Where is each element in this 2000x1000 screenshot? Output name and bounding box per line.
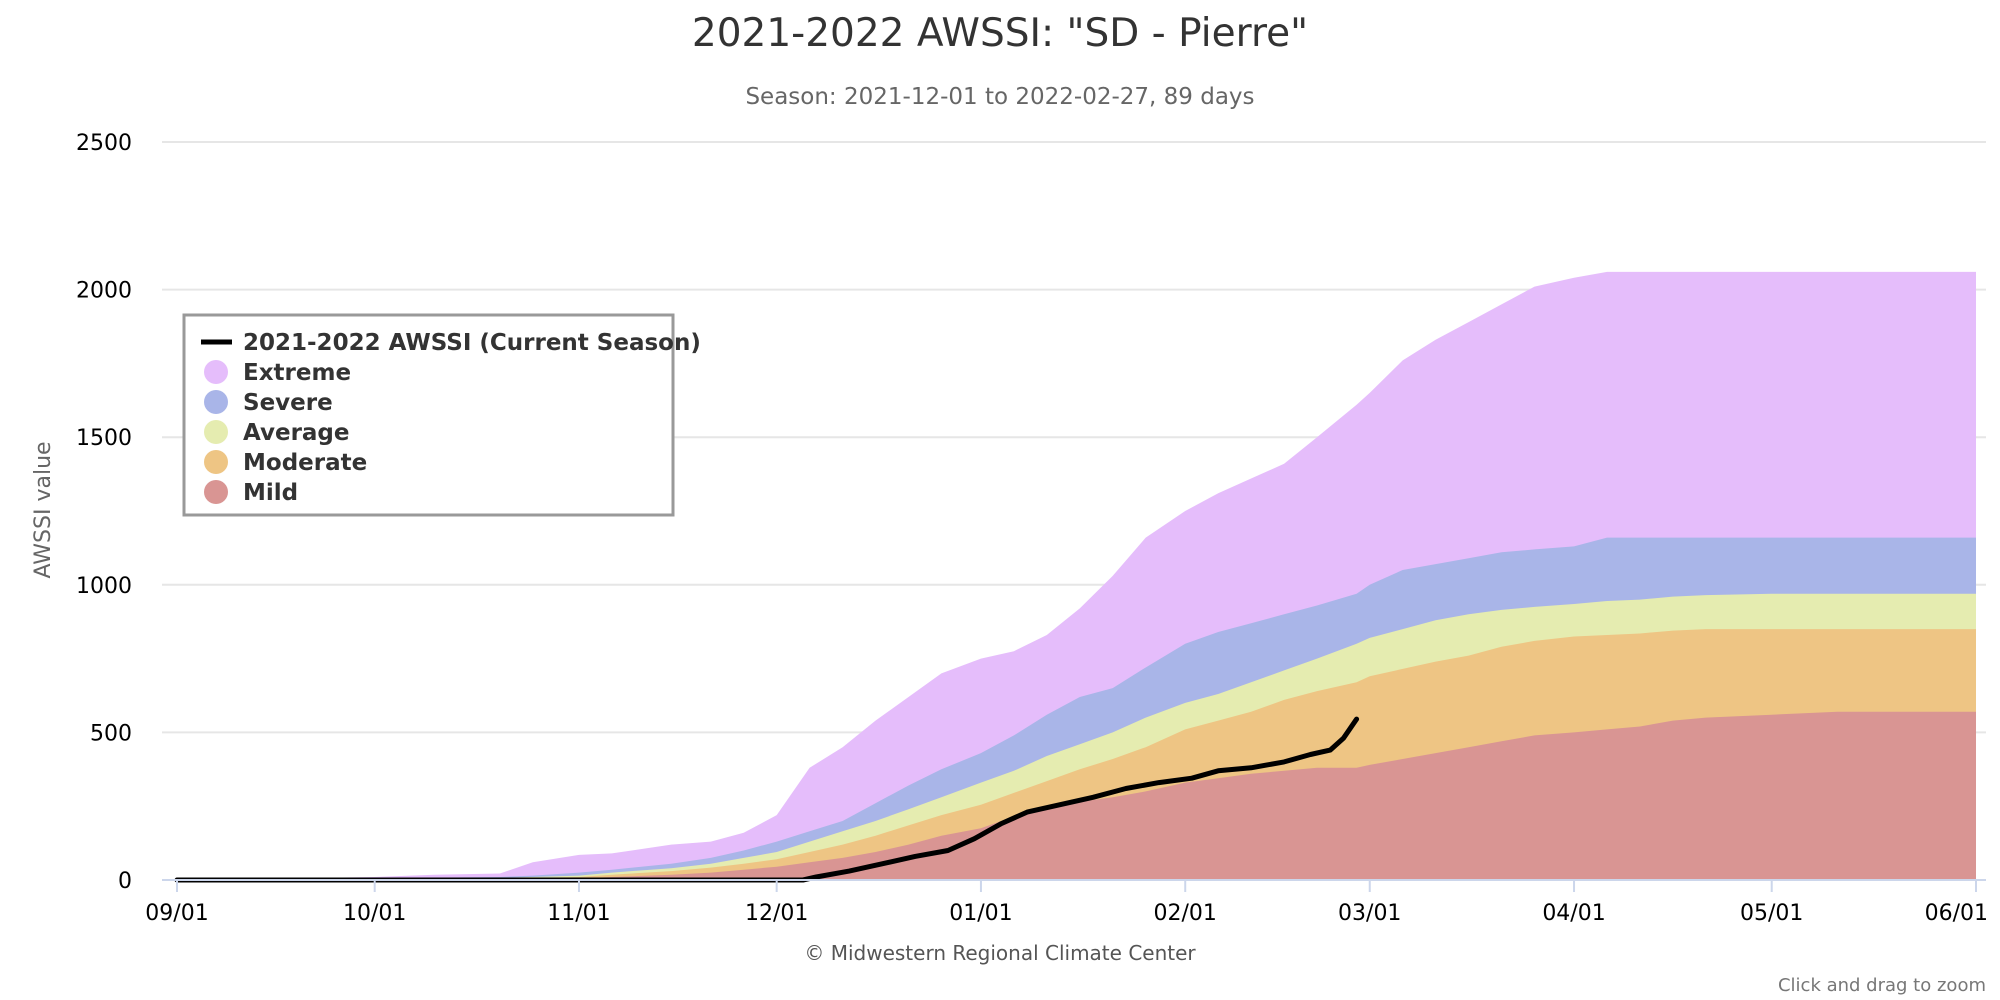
x-tick-label: 01/01 [949,901,1012,926]
x-tick-label: 12/01 [745,901,808,926]
legend-color-swatch [204,420,228,444]
y-tick-label: 0 [118,869,132,894]
axes: 0 500 1000 1500 2000 2500 09/01 10/01 11/01 12/01… [76,131,1988,926]
credits[interactable]: © Midwestern Regional Climate Center [804,941,1196,965]
legend-label: Extreme [243,360,351,386]
legend-label: 2021-2022 AWSSI (Current Season) [243,330,701,356]
legend-label: Average [243,420,350,446]
legend-item[interactable]: Mild [204,480,298,506]
legend-box [182,313,675,517]
y-tick-label: 500 [90,721,132,746]
legend-item[interactable]: Severe [204,390,333,416]
x-tick-label: 05/01 [1740,901,1803,926]
current-season-line[interactable] [174,716,1360,883]
legend[interactable]: 2021-2022 AWSSI (Current Season) Extreme S… [182,313,701,517]
x-tick-label: 03/01 [1338,901,1401,926]
severity-areas [177,271,1976,880]
legend-color-swatch [204,480,228,504]
y-tick-label: 1500 [76,426,132,451]
legend-color-swatch [204,360,228,384]
x-tick-label: 06/01 [1925,901,1988,926]
current-season-line-group [174,716,1360,883]
x-tick-label: 02/01 [1154,901,1217,926]
legend-item[interactable]: Moderate [204,450,367,476]
chart-title: 2021-2022 AWSSI: "SD - Pierre" [692,11,1308,56]
legend-item[interactable]: Average [204,420,350,446]
x-tick-label: 11/01 [547,901,610,926]
y-tick-label: 1000 [76,574,132,599]
zoom-hint: Click and drag to zoom [1778,975,1986,996]
legend-label: Mild [243,480,298,506]
chart-subtitle: Season: 2021-12-01 to 2022-02-27, 89 day… [745,84,1254,110]
x-tick-label: 09/01 [145,901,208,926]
legend-label: Moderate [243,450,367,476]
legend-label: Severe [243,390,333,416]
y-axis-title: AWSSI value [31,441,56,578]
legend-item[interactable]: Extreme [204,360,351,386]
y-tick-label: 2000 [76,279,132,304]
y-tick-label: 2500 [76,131,132,156]
x-tick-label: 10/01 [343,901,406,926]
legend-color-swatch [204,450,228,474]
area-mild[interactable] [177,711,1976,880]
x-tick-label: 04/01 [1542,901,1605,926]
legend-color-swatch [204,390,228,414]
legend-items[interactable]: 2021-2022 AWSSI (Current Season) Extreme S… [201,330,701,506]
legend-item[interactable]: 2021-2022 AWSSI (Current Season) [201,330,701,356]
